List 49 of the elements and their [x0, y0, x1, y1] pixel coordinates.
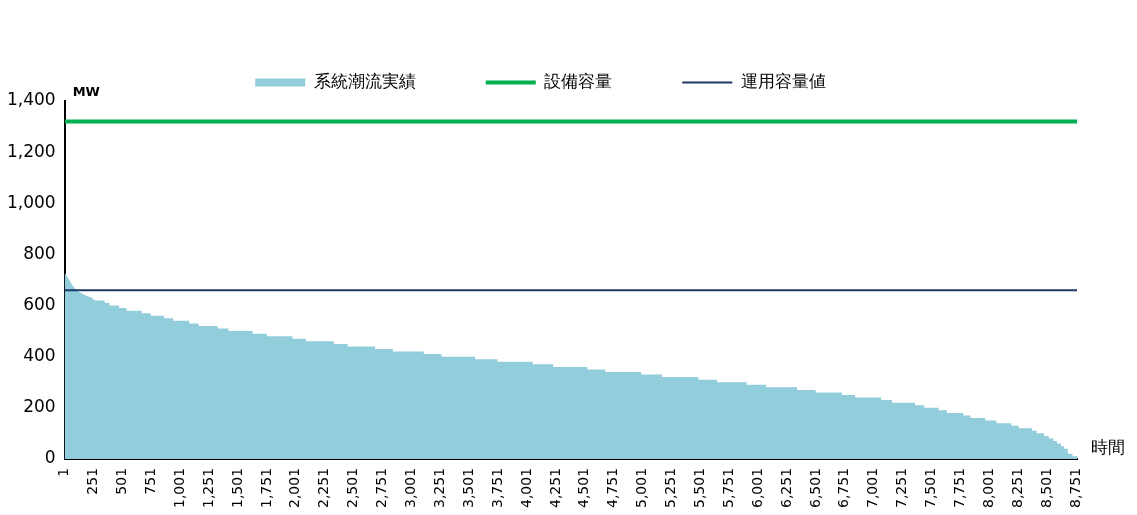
- x-tick-label: 3,751: [488, 467, 505, 509]
- x-tick-label: 5,251: [662, 467, 679, 509]
- legend-label: 設備容量: [544, 70, 613, 91]
- x-tick-label: 7,501: [922, 467, 939, 509]
- x-tick-label: 2,751: [373, 467, 390, 509]
- x-tick-label: 2,501: [344, 467, 361, 509]
- x-tick-label: 1,251: [199, 467, 216, 509]
- x-tick-label: 3,001: [402, 467, 419, 509]
- x-tick-label: 4,751: [604, 467, 621, 509]
- y-tick-label: 0: [44, 447, 56, 468]
- x-tick-label: 6,001: [748, 467, 765, 509]
- x-tick-label: 4,251: [546, 467, 563, 509]
- x-tick-label: 5,001: [633, 467, 650, 509]
- y-tick-label: 400: [23, 345, 56, 366]
- y-axis-title: MW: [72, 83, 100, 99]
- x-tick-label: 6,501: [806, 467, 823, 509]
- x-tick-label: 2,251: [315, 467, 332, 509]
- x-tick-label: 4,001: [517, 467, 534, 509]
- x-tick-label: 2,001: [286, 467, 303, 509]
- x-tick-label: 6,751: [835, 467, 852, 509]
- x-tick-label: 1: [55, 467, 72, 477]
- x-tick-label: 8,751: [1066, 467, 1083, 509]
- y-tick-label: 200: [23, 396, 56, 417]
- y-tick-label: 1,000: [7, 191, 56, 212]
- x-tick-label: 501: [113, 467, 130, 495]
- x-tick-label: 7,001: [864, 467, 881, 509]
- y-tick-label: 800: [23, 242, 56, 263]
- legend-label: 系統潮流実績: [313, 70, 416, 91]
- x-axis-title: 時間: [1091, 436, 1125, 457]
- x-tick-label: 1,001: [170, 467, 187, 509]
- x-tick-label: 751: [141, 467, 158, 495]
- x-tick-label: 5,501: [690, 467, 707, 509]
- y-tick-label: 1,200: [7, 140, 56, 161]
- x-tick-label: 6,251: [777, 467, 794, 509]
- x-tick-label: 8,251: [1008, 467, 1025, 509]
- x-tick-label: 5,751: [719, 467, 736, 509]
- x-tick-label: 7,251: [893, 467, 910, 509]
- legend-label: 運用容量値: [740, 70, 826, 91]
- y-tick-label: 600: [23, 293, 56, 314]
- x-tick-label: 1,501: [228, 467, 245, 509]
- x-tick-label: 1,751: [257, 467, 274, 509]
- x-tick-label: 3,501: [459, 467, 476, 509]
- x-tick-label: 8,001: [979, 467, 996, 509]
- x-tick-label: 8,501: [1037, 467, 1054, 509]
- y-tick-label: 1,400: [7, 89, 56, 110]
- x-tick-label: 3,251: [430, 467, 447, 509]
- x-tick-label: 4,501: [575, 467, 592, 509]
- x-tick-label: 7,751: [951, 467, 968, 509]
- x-tick-label: 251: [84, 467, 101, 495]
